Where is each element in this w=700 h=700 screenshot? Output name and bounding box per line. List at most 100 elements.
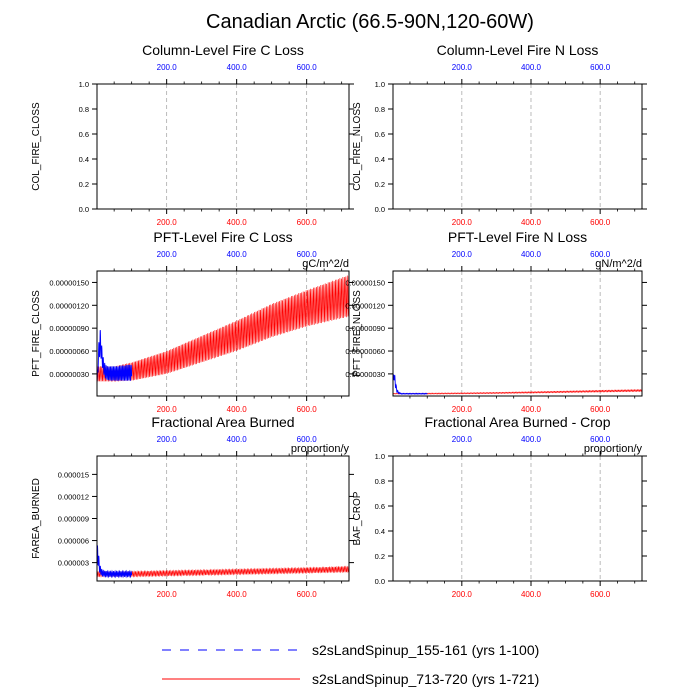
y-tick-label: 0.2 (375, 552, 385, 561)
y-axis-label: COL_FIRE_NLOSS (352, 102, 363, 191)
top-x-tick-label: 600.0 (590, 63, 611, 72)
top-x-tick-label: 200.0 (452, 63, 473, 72)
top-x-tick-label: 600.0 (297, 250, 318, 259)
y-tick-label: 0.6 (375, 502, 385, 511)
y-tick-label: 0.000015 (58, 470, 89, 479)
bottom-x-tick-label: 200.0 (157, 405, 178, 414)
panel-title: Fractional Area Burned (151, 414, 294, 430)
top-x-tick-label: 400.0 (227, 250, 248, 259)
top-x-tick-label: 200.0 (157, 435, 178, 444)
y-axis-label: FAREA_BURNED (31, 478, 42, 559)
bottom-x-tick-label: 400.0 (227, 218, 248, 227)
top-x-tick-label: 600.0 (297, 435, 318, 444)
units-label: gC/m^2/d (302, 258, 349, 270)
y-tick-label: 0.2 (79, 180, 89, 189)
y-tick-label: 0.00000090 (345, 324, 385, 333)
y-tick-label: 0.00000030 (49, 370, 89, 379)
bottom-x-tick-label: 200.0 (157, 218, 178, 227)
panel-1: Column-Level Fire C Loss COL_FIRE_CLOSS 20… (31, 42, 354, 227)
bottom-x-tick-label: 400.0 (227, 590, 248, 599)
top-x-tick-label: 200.0 (157, 250, 178, 259)
series-line-red (393, 389, 642, 395)
y-tick-label: 0.4 (375, 155, 385, 164)
panel-title: PFT-Level Fire C Loss (153, 229, 292, 245)
y-tick-label: 0.0 (79, 205, 89, 214)
legend-label: s2sLandSpinup_155-161 (yrs 1-100) (312, 642, 539, 658)
y-tick-label: 0.0 (375, 577, 385, 586)
top-x-tick-label: 200.0 (452, 250, 473, 259)
y-axis-label: PFT_FIRE_NLOSS (352, 290, 363, 377)
plot-frame (392, 83, 643, 210)
series-line-red (97, 565, 349, 578)
panel-title: PFT-Level Fire N Loss (448, 229, 587, 245)
legend: s2sLandSpinup_155-161 (yrs 1-100) s2sLand… (162, 642, 539, 687)
panel-title: Column-Level Fire C Loss (142, 42, 304, 58)
y-tick-label: 0.8 (375, 477, 385, 486)
bottom-x-tick-label: 600.0 (297, 590, 318, 599)
y-axis-label: BAF_CROP (352, 491, 363, 545)
panel-title: Fractional Area Burned - Crop (425, 414, 611, 430)
bottom-x-tick-label: 200.0 (452, 590, 473, 599)
bottom-x-tick-label: 200.0 (452, 405, 473, 414)
y-tick-label: 0.8 (375, 105, 385, 114)
plot-frame (96, 83, 350, 210)
plot-frame (96, 270, 350, 397)
y-tick-label: 0.00000060 (49, 347, 89, 356)
top-x-tick-label: 600.0 (590, 435, 611, 444)
y-tick-label: 0.0 (375, 205, 385, 214)
top-x-tick-label: 200.0 (452, 435, 473, 444)
y-axis-label: COL_FIRE_CLOSS (31, 102, 42, 191)
plot-frame (392, 270, 643, 397)
bottom-x-tick-label: 600.0 (297, 218, 318, 227)
y-tick-label: 0.4 (79, 155, 89, 164)
y-tick-label: 0.000009 (58, 515, 89, 524)
y-tick-label: 0.00000060 (345, 347, 385, 356)
bottom-x-tick-label: 600.0 (590, 590, 611, 599)
y-tick-label: 0.000012 (58, 492, 89, 501)
legend-label: s2sLandSpinup_713-720 (yrs 1-721) (312, 671, 539, 687)
y-tick-label: 0.00000030 (345, 370, 385, 379)
panel-4: PFT-Level Fire N Loss gN/m^2/d PFT_FIRE_NL… (345, 229, 647, 414)
y-tick-label: 0.00000120 (49, 301, 89, 310)
y-tick-label: 0.000006 (58, 537, 89, 546)
units-label: gN/m^2/d (595, 258, 642, 270)
bottom-x-tick-label: 200.0 (452, 218, 473, 227)
y-tick-label: 0.6 (375, 130, 385, 139)
top-x-tick-label: 600.0 (590, 250, 611, 259)
y-tick-label: 1.0 (375, 80, 385, 89)
y-tick-label: 0.8 (79, 105, 89, 114)
panel-title: Column-Level Fire N Loss (437, 42, 599, 58)
y-axis-label: PFT_FIRE_CLOSS (31, 290, 42, 377)
series-line-blue (97, 545, 133, 579)
figure-title: Canadian Arctic (66.5-90N,120-60W) (206, 11, 534, 33)
y-tick-label: 1.0 (79, 80, 89, 89)
top-x-tick-label: 400.0 (227, 63, 248, 72)
top-x-tick-label: 200.0 (157, 63, 178, 72)
y-tick-label: 0.00000090 (49, 324, 89, 333)
series-line-blue (393, 374, 428, 395)
bottom-x-tick-label: 200.0 (157, 590, 178, 599)
bottom-x-tick-label: 600.0 (590, 218, 611, 227)
units-label: proportion/y (291, 443, 350, 455)
series-line-red (97, 275, 349, 382)
units-label: proportion/y (584, 443, 643, 455)
top-x-tick-label: 400.0 (227, 435, 248, 444)
bottom-x-tick-label: 400.0 (227, 405, 248, 414)
bottom-x-tick-label: 400.0 (521, 590, 542, 599)
bottom-x-tick-label: 600.0 (590, 405, 611, 414)
plot-frame (96, 455, 350, 582)
bottom-x-tick-label: 400.0 (521, 405, 542, 414)
panel-2: Column-Level Fire N Loss COL_FIRE_NLOSS 20… (352, 42, 647, 227)
plot-frame (392, 455, 643, 582)
y-tick-label: 0.000003 (58, 559, 89, 568)
bottom-x-tick-label: 400.0 (521, 218, 542, 227)
panel-6: Fractional Area Burned - Crop proportion/… (352, 414, 647, 599)
series-line-blue (97, 329, 133, 386)
top-x-tick-label: 400.0 (521, 63, 542, 72)
top-x-tick-label: 600.0 (297, 63, 318, 72)
panel-5: Fractional Area Burned proportion/y FAREA_… (31, 414, 354, 599)
panel-3: PFT-Level Fire C Loss gC/m^2/d PFT_FIRE_CL… (31, 229, 354, 414)
y-tick-label: 0.00000120 (345, 301, 385, 310)
y-tick-label: 1.0 (375, 452, 385, 461)
